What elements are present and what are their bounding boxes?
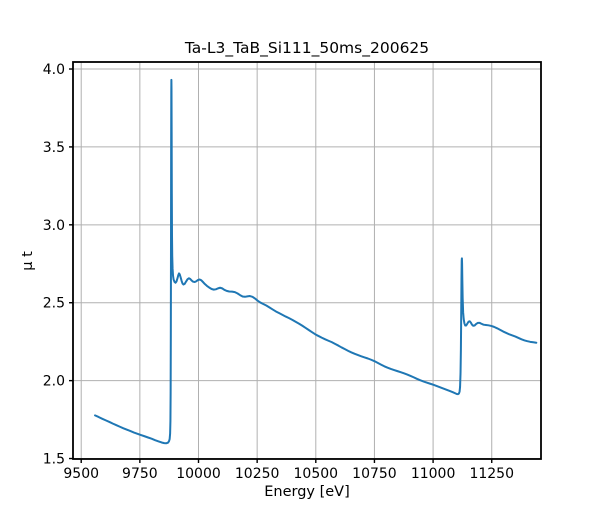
- grid-layer: [73, 62, 541, 460]
- y-tick-label: 4.0: [43, 62, 65, 78]
- data-layer: [94, 78, 538, 445]
- x-tick-label: 10000: [176, 466, 221, 482]
- y-tick-label: 3.5: [43, 140, 65, 156]
- x-tick-label: 10750: [352, 466, 397, 482]
- x-tick-label: 11250: [469, 466, 514, 482]
- x-tick-label: 9500: [63, 466, 99, 482]
- x-tick-label: 11000: [411, 466, 456, 482]
- y-tick-label: 1.5: [43, 452, 65, 468]
- data-line-mu_t: [94, 78, 538, 445]
- y-tick-label: 2.5: [43, 296, 65, 312]
- y-axis-label: μ t: [20, 251, 36, 271]
- x-tick-label: 10250: [235, 466, 280, 482]
- chart-title: Ta-L3_TaB_Si111_50ms_200625: [184, 39, 429, 58]
- plot-spines: [72, 61, 542, 460]
- x-tick-label: 10500: [294, 466, 339, 482]
- axis-layer: [69, 61, 542, 463]
- x-tick-label: 9750: [122, 466, 158, 482]
- y-tick-label: 2.0: [43, 374, 65, 390]
- x-axis-label: Energy [eV]: [264, 484, 350, 500]
- y-tick-label: 3.0: [43, 218, 65, 234]
- tick-label-layer: 9500 9750 10000 10250 10500 10750 11000 11250 1.…: [43, 62, 514, 482]
